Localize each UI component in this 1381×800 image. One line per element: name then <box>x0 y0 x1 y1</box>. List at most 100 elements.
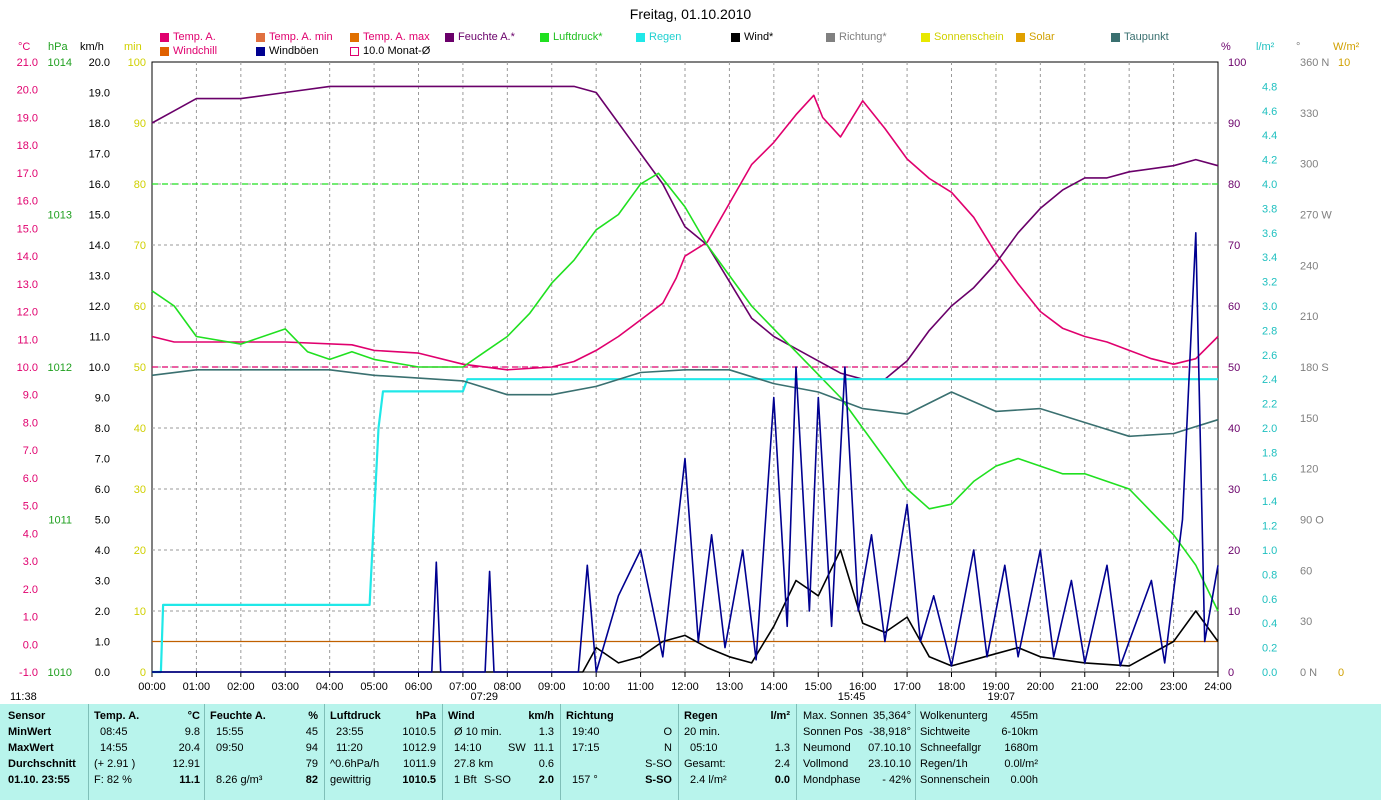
wind_kmh-tick-label: 8.0 <box>95 423 110 435</box>
wind-direction: SW <box>508 742 526 754</box>
wind_kmh-tick-label: 13.0 <box>89 271 110 283</box>
wind_kmh-tick-label: 14.0 <box>89 240 110 252</box>
temp_c-tick-label: 14.0 <box>17 251 38 263</box>
misc-value: 455m <box>1010 710 1038 722</box>
series-line <box>152 549 1219 673</box>
pressure-forecast: gewittrig <box>330 774 371 786</box>
temp-time: 08:45 <box>100 726 128 738</box>
series-line <box>151 172 1219 612</box>
legend-item[interactable]: Wind* <box>731 31 773 43</box>
temp_c-tick-label: 0.0 <box>23 639 38 651</box>
sun_min-tick-label: 10 <box>134 606 146 618</box>
legend-label: Temp. A. max <box>363 31 430 43</box>
rain_lm2-tick-label: 0.4 <box>1262 618 1277 630</box>
direction-current: S-SO <box>645 774 672 786</box>
misc-label: Schneefallgr <box>920 742 982 754</box>
sensor-header: Sensor <box>8 710 46 722</box>
wind_kmh-tick-label: 2.0 <box>95 606 110 618</box>
sun_min-tick-label: 0 <box>140 667 146 679</box>
legend-label: Taupunkt <box>1124 31 1169 43</box>
rain_lm2-tick-label: 0.0 <box>1262 667 1277 679</box>
wind-current: 2.0 <box>538 774 554 786</box>
rain_lm2-tick-label: 4.8 <box>1262 81 1277 93</box>
legend-item[interactable]: Feuchte A.* <box>445 31 515 43</box>
legend-item[interactable]: Windchill <box>160 45 217 57</box>
pressure_hpa-tick-label: 1012 <box>48 362 72 374</box>
temp_c-tick-label: 2.0 <box>23 584 38 596</box>
temp_c-tick-label: 21.0 <box>17 57 38 69</box>
rain_lm2-tick-label: 3.4 <box>1262 252 1277 264</box>
misc-label: Sonnenschein <box>920 774 990 786</box>
rain-unit: l/m² <box>770 710 790 722</box>
humidity-column: Feuchte A.% 15:55 45 09:50 94 79 8.26 g/m³… <box>210 710 318 790</box>
pressure_hpa-tick-label: 1013 <box>48 210 72 222</box>
humidity_pct-tick-label: 20 <box>1228 545 1240 557</box>
temp_c-tick-label: 8.0 <box>23 417 38 429</box>
direction-degrees: 157 ° <box>572 774 598 786</box>
temp_c-tick-label: 19.0 <box>17 112 38 124</box>
legend-label: Solar <box>1029 31 1055 43</box>
direction_deg-tick-label: 120 <box>1300 464 1318 476</box>
misc-label: Wolkenunterg <box>920 710 988 722</box>
wind_kmh-tick-label: 20.0 <box>89 57 110 69</box>
legend-item[interactable]: Temp. A. <box>160 31 216 43</box>
legend-swatch <box>540 32 549 42</box>
row-label: Durchschnitt <box>8 758 76 770</box>
direction-column: Richtung 19:40 O 17:15 N S-SO 157 ° S-SO <box>566 710 672 790</box>
sun-value: - 42% <box>882 774 911 786</box>
temp_c-tick-label: 10.0 <box>17 362 38 374</box>
rain_lm2-tick-label: 1.0 <box>1262 545 1277 557</box>
humidity-value: 45 <box>305 726 318 738</box>
temp-axis-header: °C <box>18 41 30 53</box>
humidity_pct-tick-label: 60 <box>1228 301 1240 313</box>
pressure-time: 23:55 <box>336 726 364 738</box>
wind_kmh-tick-label: 19.0 <box>89 88 110 100</box>
temp-value: 12.91 <box>172 758 200 770</box>
humidity_pct-tick-label: 70 <box>1228 240 1240 252</box>
legend-item[interactable]: Taupunkt <box>1111 31 1169 43</box>
row-label: 01.10. 23:55 <box>8 774 70 786</box>
rain_lm2-tick-label: 0.6 <box>1262 594 1277 606</box>
wind-label: Ø 10 min. <box>454 726 502 738</box>
legend-label: Sonnenschein <box>934 31 1004 43</box>
rain_lm2-tick-label: 1.8 <box>1262 447 1277 459</box>
x-tick-label: 06:00 <box>405 681 433 693</box>
legend-item[interactable]: Solar <box>1016 31 1055 43</box>
temp-time: 14:55 <box>100 742 128 754</box>
wind_kmh-tick-label: 12.0 <box>89 301 110 313</box>
temp_c-tick-label: 1.0 <box>23 612 38 624</box>
legend-item[interactable]: Temp. A. min <box>256 31 333 43</box>
humidity_pct-tick-label: 30 <box>1228 484 1240 496</box>
pressure-time: 11:20 <box>336 742 363 754</box>
legend-swatch <box>921 32 930 42</box>
sun_min-tick-label: 90 <box>134 118 146 130</box>
wind_kmh-tick-label: 4.0 <box>95 545 110 557</box>
legend-item[interactable]: Richtung* <box>826 31 887 43</box>
misc-column: Wolkenunterg 455m Sichtweite 6-10km Schnee… <box>920 710 1038 790</box>
legend-swatch <box>636 32 645 42</box>
direction_deg-tick-label: 270 W <box>1300 210 1332 222</box>
legend-item[interactable]: Luftdruck* <box>540 31 603 43</box>
legend-swatch <box>350 32 359 42</box>
x-tick-label: 05:00 <box>360 681 388 693</box>
legend-label: Temp. A. min <box>269 31 333 43</box>
rain_lm2-tick-label: 2.4 <box>1262 374 1277 386</box>
x-tick-label: 11:00 <box>627 681 654 693</box>
direction-value: N <box>664 742 672 754</box>
temp-note: F: 82 % <box>94 774 132 786</box>
wind-column: Wind km/h Ø 10 min. 1.3 14:10 SW 11.1 27.8 k… <box>448 710 554 790</box>
rain-time: 05:10 <box>690 742 718 754</box>
legend-item[interactable]: Temp. A. max <box>350 31 430 43</box>
temp_c-tick-label: 18.0 <box>17 140 38 152</box>
legend-item[interactable]: Regen <box>636 31 681 43</box>
humidity_pct-tick-label: 0 <box>1228 667 1234 679</box>
x-tick-label: 15:00 <box>804 681 832 693</box>
legend-item[interactable]: 10.0 Monat-Ø <box>350 45 430 57</box>
direction-time: 19:40 <box>572 726 600 738</box>
sensor-column: Sensor MinWert MaxWert Durchschnitt 01.1… <box>8 710 88 790</box>
legend-item[interactable]: Windböen <box>256 45 319 57</box>
pressure-value: 1012.9 <box>402 742 436 754</box>
wind-unit: km/h <box>528 710 554 722</box>
legend-item[interactable]: Sonnenschein <box>921 31 1004 43</box>
pressure-column: Luftdruck hPa 23:55 1010.5 11:20 1012.9 ^0.… <box>330 710 436 790</box>
